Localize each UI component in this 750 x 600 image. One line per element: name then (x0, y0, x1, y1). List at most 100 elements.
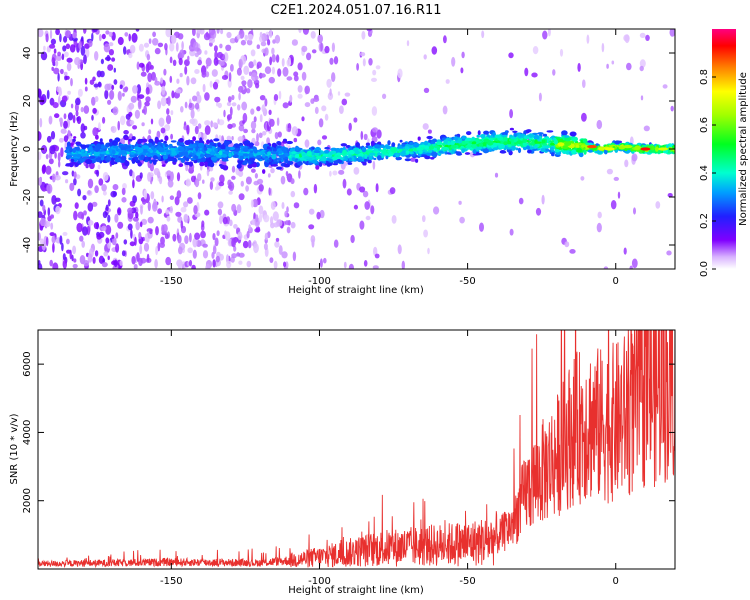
spectrogram-noise-cell (189, 118, 196, 125)
spectrogram-noise-cell (60, 68, 64, 75)
spectrogram-ridge-cell (468, 140, 473, 144)
spectrogram-noise-cell (180, 220, 184, 229)
spectrogram-noise-cell (433, 206, 440, 215)
spectrogram-peak-cell (622, 145, 633, 149)
spectrogram-ridge-cell (72, 148, 77, 153)
spectrogram-noise-cell (348, 122, 352, 132)
spectrogram-noise-cell (666, 250, 672, 256)
spectrogram-ridge-cell (390, 147, 398, 153)
spectrogram-noise-cell (323, 257, 327, 264)
spectrogram-noise-cell (458, 200, 462, 205)
spectrogram-noise-cell (179, 72, 183, 78)
spectrogram-noise-cell (135, 211, 139, 219)
spectrogram-noise-cell (147, 61, 152, 71)
spectrogram-noise-cell (161, 85, 166, 96)
spectrogram-noise-cell (101, 262, 108, 268)
spectrogram-ridge-cell (436, 141, 443, 146)
spectrogram-noise-cell (231, 203, 237, 213)
snr-frame (37, 329, 676, 570)
spectrogram-ridge-cell (453, 136, 459, 141)
spectrogram-noise-cell (629, 265, 633, 269)
spectrogram-noise-cell (161, 195, 164, 203)
spectrogram-noise-cell (213, 45, 218, 52)
spectrogram-ridge-cell (70, 161, 77, 165)
spectrogram-ridge-cell (364, 153, 368, 159)
spectrogram-noise-cell (51, 57, 56, 64)
spectrogram-ridge-cell (130, 152, 135, 155)
spectrogram-noise-cell (74, 202, 79, 210)
spectrogram-noise-cell (81, 213, 85, 220)
spectrogram-ridge-cell (494, 142, 501, 146)
spectrogram-ridge-cell (221, 153, 228, 158)
spectrogram-noise-cell (161, 224, 165, 233)
spectrogram-noise-cell (114, 213, 119, 223)
spectrogram-ridge-cell (163, 140, 168, 144)
spectrogram-ridge-cell (210, 156, 218, 161)
spectrogram-noise-cell (55, 205, 61, 215)
spectrogram-ridge-cell (333, 160, 339, 164)
spectrogram-noise-cell (96, 169, 100, 177)
spectrogram-ridge-cell (76, 146, 80, 151)
spectrogram-noise-cell (117, 120, 120, 131)
spectrogram-noise-cell (180, 206, 187, 213)
spectrogram-noise-cell (98, 178, 104, 186)
spectrogram-noise-cell (111, 234, 115, 239)
spectrogram-noise-cell (163, 68, 167, 76)
spectrogram-ridge-cell (522, 146, 527, 151)
spectrogram-noise-cell (143, 105, 148, 115)
spectrogram-ridge-cell (355, 142, 361, 148)
spectrogram-noise-cell (92, 29, 98, 33)
spectrogram-noise-cell (617, 191, 621, 199)
spectrogram-noise-cell (460, 67, 464, 74)
spectrogram-noise-cell (645, 34, 650, 42)
spectrogram-noise-cell (613, 176, 619, 181)
spectrogram-noise-cell (150, 118, 154, 125)
spectrogram-ridge-cell (501, 132, 508, 136)
spectrogram-noise-cell (259, 95, 266, 101)
spectrogram-noise-cell (304, 139, 310, 148)
snr-y-tick-label: 4000 (22, 420, 33, 445)
spectrogram-noise-cell (224, 230, 227, 237)
spectrogram-noise-cell (150, 191, 155, 200)
spectrogram-noise-cell (127, 207, 133, 214)
spectrogram-noise-cell (273, 94, 279, 101)
spectrogram-ridge-cell (370, 140, 375, 146)
spectrogram-noise-cell (141, 218, 148, 225)
spectrogram-noise-cell (75, 97, 81, 106)
spectrogram-noise-cell (106, 54, 111, 62)
spectrogram-noise-cell (281, 251, 288, 259)
spectrogram-noise-cell (286, 174, 291, 180)
spectrogram-noise-cell (104, 89, 109, 100)
spectrogram-ridge-cell (262, 153, 266, 158)
spectrogram-ridge-cell (220, 144, 226, 150)
spectrogram-ridge-cell (461, 148, 466, 152)
spectrogram-noise-cell (105, 30, 110, 35)
spectrogram-noise-cell (233, 224, 238, 229)
spectrogram-noise-cell (258, 184, 264, 192)
spectrogram-ridge-cell (209, 142, 215, 146)
spectrogram-noise-cell (61, 95, 68, 103)
spectrogram-ridge-cell (542, 133, 548, 137)
spectrogram-noise-cell (96, 233, 102, 240)
spectrogram-noise-cell (204, 125, 211, 135)
spectrogram-ridge-cell (267, 151, 272, 156)
spectrogram-ridge-cell (270, 151, 278, 155)
spectrogram-noise-cell (242, 112, 248, 123)
spectrogram-noise-cell (197, 59, 203, 66)
spectrogram-noise-cell (166, 108, 170, 115)
spectrogram-noise-cell (203, 132, 207, 141)
spectrogram-noise-cell (177, 261, 182, 269)
spectrogram-noise-cell (81, 240, 85, 248)
spectrogram-ridge-cell (294, 158, 299, 163)
snr-x-tick-label: -100 (308, 576, 331, 587)
colorbar-tick-label: 0.4 (699, 165, 710, 181)
spectrogram-ridge-cell (512, 130, 518, 133)
spectrogram-ridge-cell (315, 156, 323, 160)
spectrogram-ridge-cell (140, 154, 145, 160)
spectrogram-noise-cell (524, 67, 529, 77)
spectrogram-ridge-cell (503, 141, 508, 146)
spectrogram-ridge-cell (75, 141, 81, 145)
spectrogram-ridge-cell (336, 152, 342, 156)
spectrogram-noise-cell (260, 73, 266, 78)
spectrogram-ridge-cell (409, 141, 414, 146)
